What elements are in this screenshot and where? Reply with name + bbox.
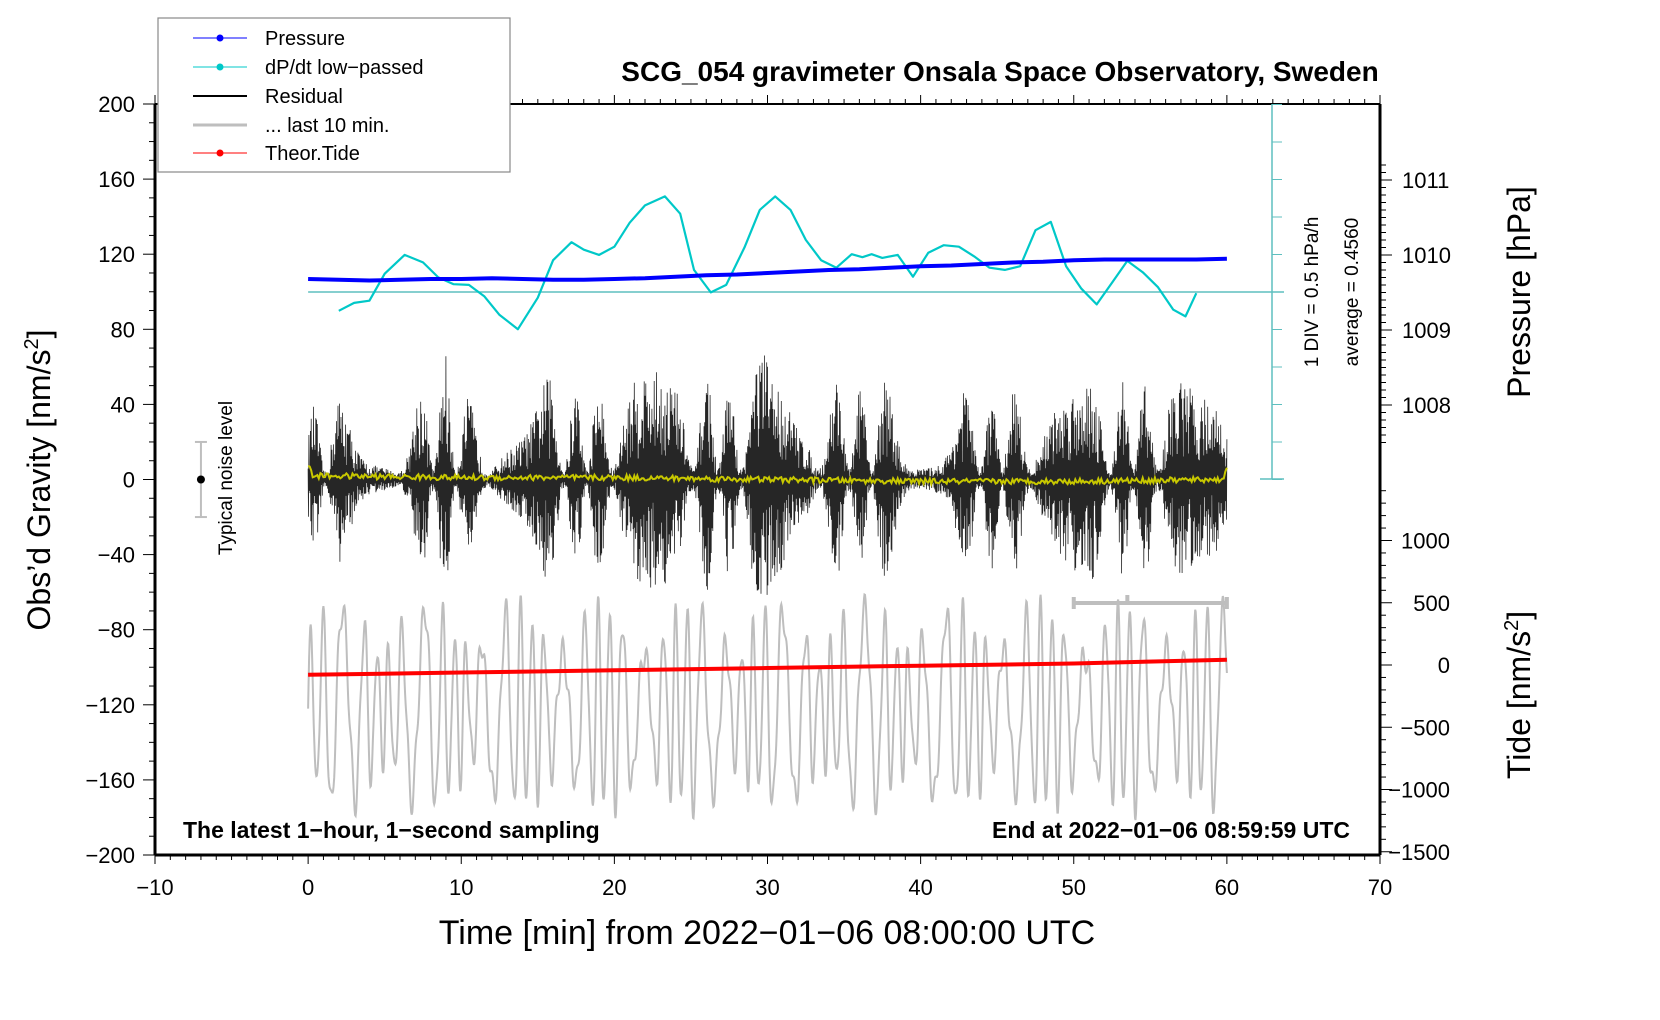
y-axis-tide: 1000 500 0 −500 −1000 −1500 [1380, 490, 1450, 865]
tide-label-main: Tide [nm/s [1501, 631, 1537, 779]
x-tick-label: 10 [449, 875, 473, 900]
y-left-label-main: Obs’d Gravity [nm/s [21, 350, 57, 631]
tide-tick-label: −500 [1400, 715, 1450, 740]
residual-series [307, 355, 1228, 595]
pressure-tick-label: 1010 [1402, 243, 1451, 268]
y-axis-left-label: Obs’d Gravity [nm/s2] [21, 330, 57, 631]
y-left-tick-label: 40 [111, 392, 135, 417]
y-left-tick-label: 200 [98, 92, 135, 117]
pressure-tick-label: 1008 [1402, 393, 1451, 418]
x-tick-label: 20 [602, 875, 626, 900]
x-tick-label: 30 [755, 875, 779, 900]
legend-marker-dpdt [216, 63, 224, 71]
pressure-tick-label: 1011 [1402, 168, 1449, 193]
dpdt-scale-label: 1 DIV = 0.5 hPa/h [1302, 217, 1323, 368]
last-10-min-series [307, 592, 1228, 821]
tide-tick-label: 1000 [1401, 529, 1450, 554]
annotation-bottom-right: End at 2022−01−06 08:59:59 UTC [992, 817, 1350, 843]
noise-bar-center-dot [196, 475, 205, 484]
theor-tide-line [308, 657, 1227, 677]
residual-line [307, 355, 1228, 595]
legend-entry-tide: Theor.Tide [193, 143, 360, 165]
tide-label-end: ] [1501, 611, 1537, 620]
x-tick-label: 50 [1062, 875, 1086, 900]
y-left-tick-label: 160 [98, 167, 135, 192]
legend-label-pressure: Pressure [265, 28, 345, 50]
pressure-line [308, 256, 1227, 283]
legend-label-tide: Theor.Tide [265, 143, 360, 165]
tide-tick-label: −1500 [1388, 840, 1450, 865]
x-tick-label: 60 [1215, 875, 1239, 900]
legend-label-dpdt: dP/dt low−passed [265, 57, 423, 79]
y-axis-left: 200 160 120 80 40 0 −40 −80 −120 −160 −200 [85, 92, 155, 868]
legend-label-residual: Residual [265, 86, 343, 108]
y-axis-pressure-label: Pressure [hPa] [1501, 186, 1537, 398]
y-left-label-end: ] [21, 330, 57, 339]
y-axis-tide-label: Tide [nm/s2] [1501, 611, 1537, 779]
tide-label-sup: 2 [1501, 620, 1523, 631]
tide-tick-label: −1000 [1388, 778, 1450, 803]
x-axis: −10 0 10 20 30 40 50 60 70 [136, 95, 1392, 900]
residual-mean-line [307, 465, 1228, 488]
dpdt-scale-bar [308, 104, 1284, 480]
legend-entry-residual: Residual [193, 86, 343, 108]
y-left-tick-label: −80 [98, 618, 135, 643]
y-left-tick-label: −200 [85, 843, 135, 868]
y-axis-pressure: 1011 1010 1009 1008 [1380, 164, 1451, 443]
annotation-bottom-left: The latest 1−hour, 1−second sampling [183, 817, 600, 843]
y-left-label-sup: 2 [21, 338, 43, 349]
legend-marker-pressure [216, 34, 224, 42]
y-left-tick-label: 80 [111, 317, 135, 342]
residual-mean-series [307, 465, 1228, 488]
x-axis-label: Time [min] from 2022−01−06 08:00:00 UTC [439, 914, 1095, 952]
legend-label-last10: ... last 10 min. [265, 115, 390, 137]
y-left-tick-label: 0 [123, 468, 135, 493]
x-tick-label: 40 [908, 875, 932, 900]
last-10-min-line [307, 592, 1228, 821]
markers [194, 440, 1229, 609]
tide-tick-label: 0 [1438, 653, 1450, 678]
y-left-tick-label: −160 [85, 768, 135, 793]
y-left-tick-label: 120 [98, 242, 135, 267]
legend-entry-last10: ... last 10 min. [193, 115, 390, 137]
legend-marker-tide [216, 149, 224, 157]
noise-level-label: Typical noise level [216, 401, 237, 555]
dpdt-line [338, 195, 1198, 331]
pressure-series [308, 256, 1227, 283]
x-tick-label: 70 [1368, 875, 1392, 900]
legend: Pressure dP/dt low−passed Residual ... l… [157, 17, 511, 173]
dpdt-series [338, 195, 1198, 331]
y-left-tick-label: −40 [98, 543, 135, 568]
x-tick-label: 0 [302, 875, 314, 900]
tide-tick-label: 500 [1413, 591, 1450, 616]
pressure-tick-label: 1009 [1402, 318, 1451, 343]
legend-entry-pressure: Pressure [193, 28, 345, 50]
theor-tide-series [308, 657, 1227, 677]
y-left-tick-label: −120 [85, 693, 135, 718]
legend-entry-dpdt: dP/dt low−passed [193, 57, 423, 79]
x-tick-label: −10 [136, 875, 173, 900]
chart-title: SCG_054 gravimeter Onsala Space Observat… [621, 56, 1378, 87]
dpdt-average-label: average = 0.4560 [1342, 218, 1363, 366]
